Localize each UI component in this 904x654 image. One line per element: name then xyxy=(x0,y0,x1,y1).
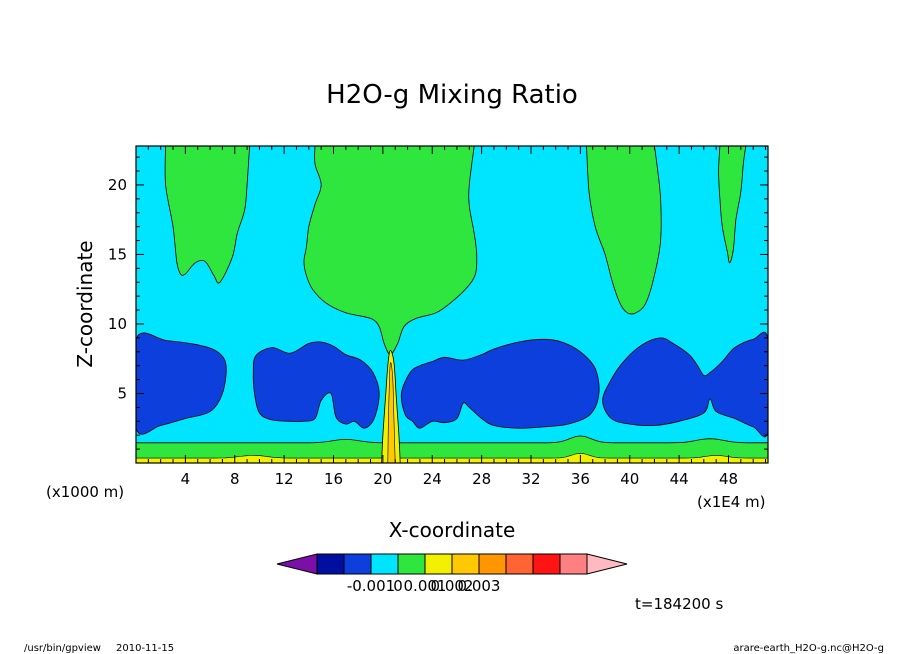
y-axis: 5 10 15 20 xyxy=(108,156,768,464)
x-tick-label: 36 xyxy=(571,470,590,488)
y-tick-label: 15 xyxy=(108,245,127,263)
x-axis-label: X-coordinate xyxy=(389,518,516,542)
x-tick-label: 12 xyxy=(275,470,294,488)
x-unit-label: (x1E4 m) xyxy=(697,493,766,511)
plot-area xyxy=(135,145,769,464)
contour-blue-1 xyxy=(252,341,380,429)
x-tick-label: 16 xyxy=(324,470,343,488)
colorbar-swatch xyxy=(424,553,453,575)
colorbar-swatch xyxy=(451,553,480,575)
colorbar-label: 0 xyxy=(393,577,403,595)
x-tick-label: 4 xyxy=(181,470,191,488)
colorbar-swatch xyxy=(532,553,561,575)
colorbar-swatch xyxy=(505,553,534,575)
colorbar-swatch xyxy=(343,553,372,575)
x-axis: 4 8 12 16 20 24 28 32 36 40 44 48 xyxy=(135,146,767,488)
contour-green-2 xyxy=(586,146,662,315)
colorbar-label: 0.003 xyxy=(458,577,501,595)
plot-frame xyxy=(135,145,769,464)
contour-blue-3 xyxy=(602,331,768,438)
y-tick-label: 10 xyxy=(108,315,127,333)
x-tick-label: 44 xyxy=(670,470,689,488)
y-tick-label: 5 xyxy=(117,384,127,402)
contour-surface-yellow xyxy=(136,452,768,463)
footer-source: arare-earth_H2O-g.nc@H2O-g xyxy=(733,643,884,654)
x-tick-label: 32 xyxy=(521,470,540,488)
contour-blue-2 xyxy=(400,338,600,429)
y-axis-label: Z-coordinate xyxy=(73,240,97,367)
colorbar-label: 0.001 xyxy=(404,577,447,595)
colorbar-swatch xyxy=(478,553,507,575)
x-tick-label: 24 xyxy=(423,470,442,488)
chart-title: H2O-g Mixing Ratio xyxy=(326,80,578,110)
contour-green-0 xyxy=(164,146,251,284)
y-tick-label: 20 xyxy=(108,176,127,194)
contour-surface-green xyxy=(136,435,768,463)
colorbar-swatch xyxy=(316,553,345,575)
colorbar-label: 0.002 xyxy=(431,577,474,595)
y-unit-label: (x1000 m) xyxy=(46,483,124,501)
footer-date: 2010-11-15 xyxy=(116,643,174,654)
contour-green-3 xyxy=(718,146,747,264)
contour-fields xyxy=(136,146,768,463)
colorbar-swatch xyxy=(370,553,399,575)
x-tick-label: 40 xyxy=(620,470,639,488)
x-tick-label: 48 xyxy=(719,470,738,488)
colorbar-swatch xyxy=(397,553,426,575)
time-label: t=184200 s xyxy=(635,595,723,613)
colorbar-low-triangle xyxy=(276,553,318,575)
contour-green-1 xyxy=(303,146,478,356)
x-tick-label: 28 xyxy=(472,470,491,488)
contour-blue-0 xyxy=(136,332,227,435)
contour-orange-0 xyxy=(387,362,396,463)
x-tick-label: 8 xyxy=(230,470,240,488)
x-tick-label: 20 xyxy=(373,470,392,488)
colorbar-swatch xyxy=(559,553,588,575)
colorbar-high-triangle xyxy=(586,553,628,575)
footer-program: /usr/bin/gpview xyxy=(24,643,101,654)
colorbar-label: -0.001 xyxy=(347,577,395,595)
